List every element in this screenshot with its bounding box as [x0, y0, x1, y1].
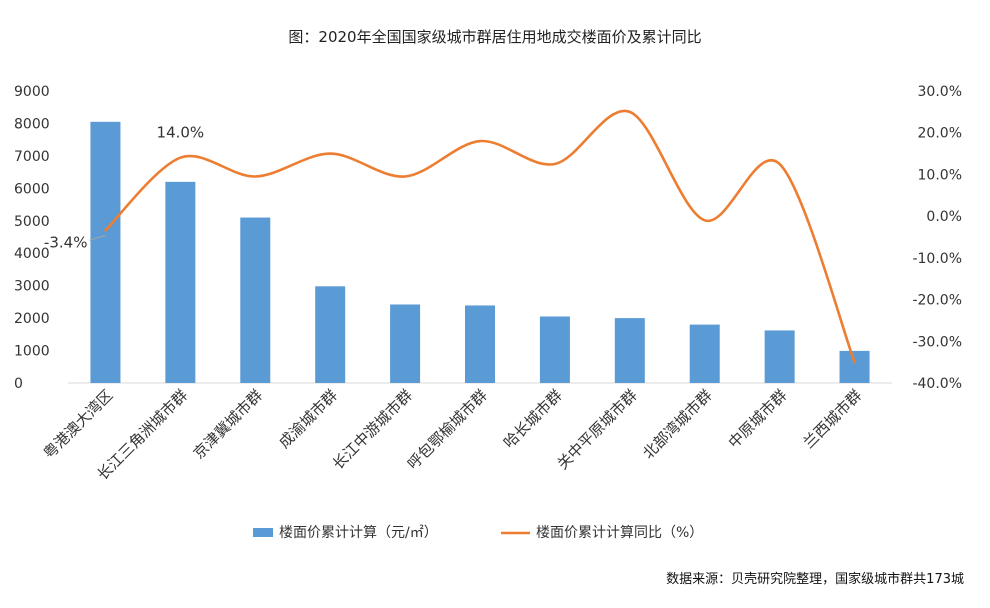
bar — [539, 316, 570, 383]
left-tick-label: 9000 — [14, 84, 50, 100]
chart-title: 图：2020年全国国家级城市群居住用地成交楼面价及累计同比 — [288, 28, 702, 46]
legend-line-label: 楼面价累计计算同比（%） — [536, 525, 703, 541]
bar — [90, 121, 121, 384]
category-label: 呼包鄂榆城市群 — [404, 386, 491, 473]
bar — [315, 286, 346, 383]
right-tick-label: -40.0% — [912, 376, 962, 392]
category-label: 北部湾城市群 — [639, 386, 715, 462]
bar — [165, 181, 196, 383]
bar-series — [90, 121, 870, 384]
left-axis-ticks: 0 1000 2000 3000 4000 5000 6000 7000 8000 9000 — [14, 84, 50, 392]
left-tick-label: 5000 — [14, 214, 50, 230]
left-tick-label: 7000 — [14, 149, 50, 165]
right-tick-label: -10.0% — [912, 251, 962, 267]
bar — [465, 305, 495, 383]
legend-bar-swatch — [253, 528, 273, 537]
bar — [390, 304, 421, 383]
right-tick-label: -20.0% — [912, 293, 962, 309]
category-label: 京津冀城市群 — [190, 386, 266, 462]
left-tick-label: 2000 — [14, 311, 50, 327]
right-tick-label: 10.0% — [918, 167, 962, 183]
bar — [689, 324, 720, 383]
category-label: 成渝城市群 — [275, 386, 341, 452]
category-label: 哈长城市群 — [500, 386, 566, 452]
annotation-leader — [89, 234, 106, 241]
left-tick-label: 1000 — [14, 344, 50, 360]
right-tick-label: 30.0% — [918, 84, 962, 100]
bar — [839, 350, 870, 383]
annotation-label: -3.4% — [44, 233, 88, 251]
line-series — [104, 109, 856, 364]
bar — [614, 318, 645, 383]
left-tick-label: 3000 — [14, 279, 50, 295]
category-label: 关中平原城市群 — [554, 386, 641, 473]
legend: 楼面价累计计算（元/㎡） 楼面价累计计算同比（%） — [253, 525, 703, 541]
bar — [764, 330, 795, 383]
left-tick-label: 0 — [14, 376, 23, 392]
category-labels: 粤港澳大湾区长江三角洲城市群京津冀城市群 成渝城市群长江中游城市群呼包鄂榆城市群哈… — [40, 386, 865, 484]
right-tick-label: -30.0% — [912, 334, 962, 350]
bar — [240, 217, 271, 383]
annotations: -3.4% 14.0% — [44, 124, 204, 252]
annotation-label: 14.0% — [157, 124, 205, 142]
left-tick-label: 6000 — [14, 181, 50, 197]
left-tick-label: 8000 — [14, 116, 50, 132]
category-label: 兰西城市群 — [800, 386, 866, 452]
source-note: 数据来源：贝壳研究院整理，国家级城市群共173城 — [666, 572, 964, 587]
right-tick-label: 20.0% — [918, 126, 962, 142]
right-axis-ticks: -40.0% -30.0% -20.0% -10.0% 0.0% 10.0% 20.0% 30… — [912, 84, 962, 392]
legend-bar-label: 楼面价累计计算（元/㎡） — [279, 525, 438, 541]
category-label: 中原城市群 — [725, 386, 791, 452]
left-tick-label: 4000 — [14, 246, 50, 262]
category-label: 粤港澳大湾区 — [40, 386, 116, 462]
right-tick-label: 0.0% — [926, 209, 962, 225]
